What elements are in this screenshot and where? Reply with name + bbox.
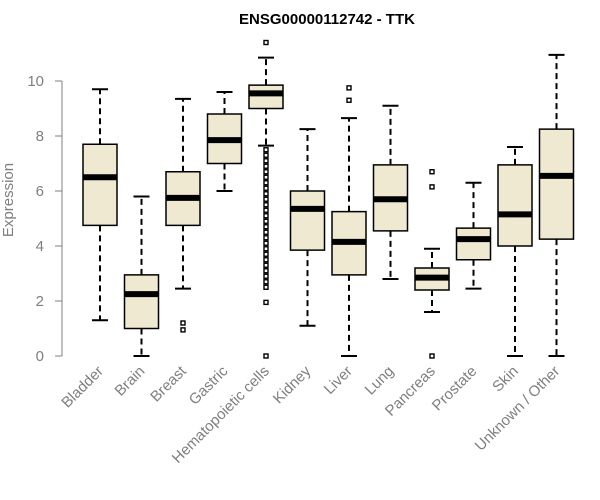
box-iqr <box>123 274 160 330</box>
y-tick-label: 6 <box>36 183 44 200</box>
outlier-point <box>263 273 269 279</box>
y-tick-label: 4 <box>36 238 44 255</box>
box-group <box>248 39 284 359</box>
outlier-point <box>263 196 269 202</box>
outlier-point <box>429 353 435 359</box>
outlier-point <box>263 240 269 246</box>
y-axis-label: Expression <box>0 163 17 237</box>
box-iqr <box>538 128 575 240</box>
outlier-point <box>263 202 269 208</box>
plot-area <box>82 39 575 359</box>
box-iqr <box>289 190 326 251</box>
outlier-point <box>429 184 435 190</box>
outlier-point <box>263 251 269 257</box>
outlier-point <box>263 229 269 235</box>
box-group <box>372 104 409 280</box>
outlier-point <box>263 268 269 274</box>
outlier-point <box>263 185 269 191</box>
box-group <box>165 97 201 333</box>
box-group <box>331 85 367 357</box>
box-group <box>455 181 492 290</box>
outlier-point <box>263 262 269 268</box>
outlier-point <box>263 158 269 164</box>
outlier-point <box>263 191 269 197</box>
outlier-point <box>263 224 269 230</box>
chart-title: ENSG00000112742 - TTK <box>239 11 415 28</box>
outlier-point <box>263 218 269 224</box>
outlier-point <box>263 213 269 219</box>
outlier-point <box>263 235 269 241</box>
box-group <box>123 195 160 357</box>
y-tick-label: 0 <box>36 348 44 365</box>
outlier-point <box>263 180 269 186</box>
x-tick-label: Skin <box>489 363 522 396</box>
outlier-point <box>263 284 269 290</box>
y-axis: 0 2 4 6 8 10 <box>27 73 63 365</box>
outlier-point <box>263 147 269 153</box>
outlier-point <box>263 39 269 46</box>
x-tick-label: Lung <box>362 363 398 399</box>
x-tick-label: Prostate <box>429 363 481 415</box>
outlier-point <box>263 207 269 213</box>
outlier-point <box>263 152 269 158</box>
outlier-point <box>263 163 269 169</box>
outlier-point <box>263 246 269 252</box>
box-group <box>206 91 243 192</box>
box-group <box>414 169 450 359</box>
outlier-point <box>263 169 269 175</box>
x-tick-label: Bladder <box>58 363 107 412</box>
y-tick-label: 2 <box>36 293 44 310</box>
box-group <box>82 88 118 322</box>
outlier-point <box>180 327 186 333</box>
outlier-point <box>180 320 186 326</box>
x-tick-label: Brain <box>112 363 149 400</box>
y-tick-label: 10 <box>27 73 44 90</box>
box-group <box>289 128 326 327</box>
outlier-point <box>263 279 269 285</box>
box-iqr <box>248 84 284 110</box>
x-tick-label: Breast <box>147 362 190 405</box>
outlier-point <box>346 85 352 91</box>
box-iqr <box>497 164 533 247</box>
box-group <box>497 146 533 357</box>
outlier-point <box>263 299 269 306</box>
outlier-point <box>263 174 269 180</box>
x-tick-label: Liver <box>321 363 356 398</box>
outlier-point <box>263 257 269 263</box>
outlier-point <box>263 353 269 359</box>
box-group <box>538 53 575 357</box>
x-tick-label: Kidney <box>270 362 315 407</box>
box-iqr <box>455 227 492 261</box>
outlier-point <box>346 97 352 103</box>
outlier-point <box>429 169 435 175</box>
y-tick-label: 8 <box>36 128 44 145</box>
box-iqr <box>82 143 118 227</box>
